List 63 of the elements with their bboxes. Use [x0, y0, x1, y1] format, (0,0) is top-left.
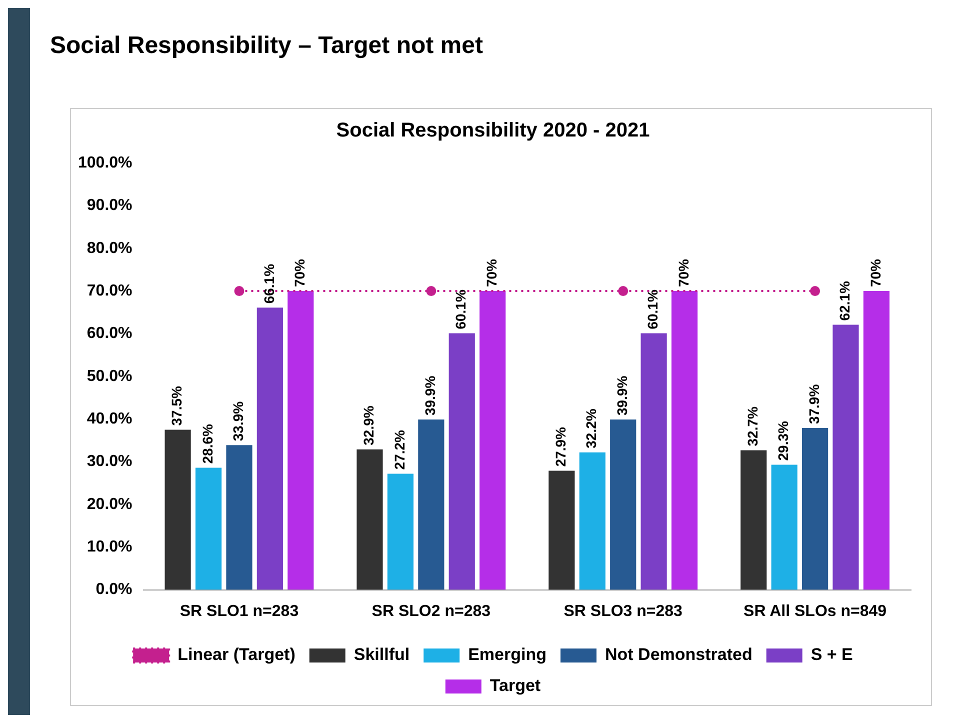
- y-tick-label: 70.0%: [86, 282, 132, 300]
- bar: [288, 291, 314, 590]
- data-label: 70%: [867, 258, 884, 288]
- data-label: 39.9%: [614, 375, 630, 416]
- y-tick-label: 10.0%: [86, 538, 132, 556]
- x-tick-label: SR SLO2 n=283: [372, 602, 491, 620]
- bar: [418, 420, 444, 590]
- bar: [226, 445, 252, 590]
- legend-label: S + E: [810, 645, 853, 664]
- bar: [480, 291, 506, 590]
- data-label: 32.7%: [744, 406, 760, 446]
- y-tick-label: 50.0%: [86, 368, 132, 385]
- bar: [802, 428, 828, 590]
- y-tick-label: 0.0%: [96, 581, 132, 598]
- bar: [164, 430, 191, 590]
- bar: [832, 324, 859, 590]
- legend-label: Emerging: [468, 645, 546, 664]
- data-label: 29.3%: [775, 420, 792, 461]
- data-label: 70%: [292, 258, 308, 288]
- bar: [448, 333, 475, 590]
- data-label: 32.9%: [360, 405, 377, 446]
- legend-label: Target: [490, 676, 541, 696]
- legend-label: Skillful: [354, 645, 410, 664]
- x-tick-label: SR SLO1 n=283: [180, 602, 299, 620]
- chart-title: Social Responsibility – Target not met: [49, 31, 484, 61]
- data-label: 39.9%: [422, 375, 438, 416]
- data-label: 37.5%: [168, 386, 185, 426]
- data-label: 27.2%: [391, 429, 408, 470]
- y-tick-label: 80.0%: [86, 240, 132, 257]
- bar: [771, 464, 798, 590]
- data-label: 66.1%: [260, 263, 277, 304]
- bar: [387, 474, 414, 590]
- y-tick-label: 90.0%: [86, 197, 132, 214]
- data-label: 28.6%: [199, 423, 216, 464]
- bar: [610, 420, 636, 590]
- data-label: 37.9%: [806, 384, 822, 424]
- data-label: 70%: [483, 258, 500, 288]
- bar: [548, 470, 575, 590]
- y-tick-label: 30.0%: [86, 453, 132, 470]
- bar: [640, 333, 667, 590]
- x-tick-label: SR SLO3 n=283: [564, 602, 683, 620]
- bar: [195, 468, 222, 590]
- y-tick-label: 100.0%: [78, 154, 132, 172]
- data-label: 27.9%: [552, 426, 569, 467]
- data-label: 60.1%: [644, 289, 661, 330]
- bar: [356, 449, 383, 590]
- legend-label: Not Demonstrated: [604, 645, 752, 664]
- legend-label: Linear (Target): [178, 645, 296, 664]
- data-label: 33.9%: [230, 400, 246, 442]
- chart-subtitle: Social Responsibility 2020 - 2021: [336, 120, 650, 142]
- data-label: 70%: [675, 258, 692, 288]
- y-tick-label: 60.0%: [86, 325, 132, 342]
- y-tick-label: 40.0%: [86, 410, 132, 428]
- bar: [863, 291, 890, 590]
- y-tick-label: 20.0%: [86, 496, 132, 513]
- bar: [579, 452, 606, 590]
- bar: [671, 291, 698, 590]
- x-tick-label: SR All SLOs n=849: [744, 602, 887, 620]
- data-label: 62.1%: [836, 280, 853, 321]
- data-label: 32.2%: [583, 408, 600, 448]
- bar: [256, 308, 283, 590]
- bar: [740, 450, 767, 590]
- data-label: 60.1%: [452, 289, 469, 330]
